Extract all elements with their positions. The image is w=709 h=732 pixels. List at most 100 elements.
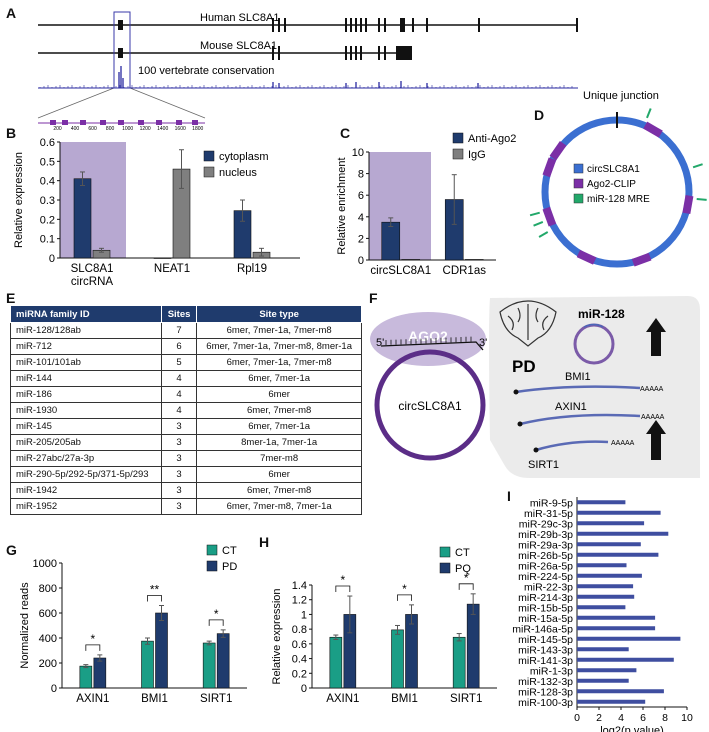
mouse-slc8a1-label: Mouse SLC8A1 xyxy=(200,40,277,52)
clip-segment xyxy=(62,120,68,125)
table-cell: 3 xyxy=(160,498,198,515)
zoom-line-right xyxy=(129,87,206,119)
table-row: miR-128/128ab 7 6mer, 7mer-1a, 7mer-m8 xyxy=(10,322,362,339)
ago2-clip-sites xyxy=(542,121,694,267)
conservation-label: 100 vertebrate conservation xyxy=(138,65,274,77)
table-row: miR-144 4 6mer, 7mer-1a xyxy=(10,370,362,387)
ago2-clip-site xyxy=(542,157,557,178)
mir128-mre-sites xyxy=(529,108,707,238)
table-header-row: miRNA family ID Sites Site type xyxy=(10,305,362,323)
mrna-axin1: AXIN1 AAAAA xyxy=(517,401,665,427)
clip-segment xyxy=(138,120,144,125)
panel-label-d: D xyxy=(534,107,545,123)
pd-label: PD xyxy=(512,357,536,376)
svg-text:BMI1: BMI1 xyxy=(565,371,591,383)
panel-label-e: E xyxy=(6,290,16,306)
ago2-clip-site xyxy=(631,252,652,267)
circslc8a1-label: circSLC8A1 xyxy=(398,399,462,413)
panel-d-legend: circSLC8A1 Ago2-CLIP miR-128 MRE xyxy=(571,160,659,208)
circslc8a1-circle xyxy=(374,349,486,461)
panel-label-i: I xyxy=(507,488,511,504)
ruler-tick-label: 1600 xyxy=(175,126,186,132)
legend-d-swatch xyxy=(573,163,584,174)
table-cell: 6mer, 7mer-m8, 7mer-1a xyxy=(196,498,362,515)
panel-label-b: B xyxy=(6,125,17,141)
mir128-label: miR-128 xyxy=(578,307,625,321)
mir128-mre-site xyxy=(529,211,540,217)
svg-text:AAAAA: AAAAA xyxy=(611,440,635,447)
ruler-tick-label: 1000 xyxy=(122,126,133,132)
table-row: miR-1930 4 6mer, 7mer-m8 xyxy=(10,402,362,419)
clip-segment xyxy=(156,120,162,125)
mir128-mre-site xyxy=(696,197,707,201)
panel-label-h: H xyxy=(259,534,270,550)
ruler-tick-label: 800 xyxy=(106,126,115,132)
ago2-label: AGO2 xyxy=(408,328,448,344)
mir128-mre-site xyxy=(692,163,703,169)
ruler-tick-label: 400 xyxy=(71,126,80,132)
legend-d-label: Ago2-CLIP xyxy=(587,179,636,190)
mirna-strand xyxy=(380,341,484,351)
table-header-cell: miRNA family ID xyxy=(10,305,162,323)
table-row: miR-1952 3 6mer, 7mer-m8, 7mer-1a xyxy=(10,498,362,515)
mir128-mre-site xyxy=(538,231,549,238)
panel-label-c: C xyxy=(340,125,351,141)
panel-a-gene-tracks: Human SLC8A1 Mouse SLC8A1 100 vertebrate… xyxy=(37,11,578,132)
clip-segment xyxy=(100,120,106,125)
ago2-blob xyxy=(370,312,486,366)
five-prime-label: 5' xyxy=(376,337,384,349)
table-header-cell: Site type xyxy=(196,305,362,323)
ruler-tick-label: 600 xyxy=(88,126,97,132)
ruler-tick-label: 1200 xyxy=(140,126,151,132)
ruler-tick-label: 1800 xyxy=(192,126,203,132)
legend-d-box xyxy=(571,160,659,208)
clip-segment xyxy=(176,120,182,125)
zoom-line-left xyxy=(37,87,115,119)
svg-text:AXIN1: AXIN1 xyxy=(555,401,587,413)
base-pair-ticks xyxy=(385,336,472,345)
panel-d-circle-diagram: Unique junction circSLC8A1 Ago2-CLIP miR-1… xyxy=(529,90,707,268)
table-row: miR-712 6 6mer, 7mer-1a, 7mer-m8, 8mer-1a xyxy=(10,338,362,355)
mir128-mre-site xyxy=(646,108,652,119)
ago2-clip-site xyxy=(576,249,597,265)
mrna-sirt1: SIRT1 AAAAA xyxy=(528,440,635,471)
up-arrow-icon-bottom xyxy=(646,420,666,460)
unique-junction-label: Unique junction xyxy=(583,90,659,102)
panel-label-f: F xyxy=(369,290,378,306)
mouse-exons xyxy=(118,46,412,60)
ruler-tick-label: 200 xyxy=(53,126,62,132)
clip-segment xyxy=(50,120,56,125)
ago2-clip-site xyxy=(549,141,567,161)
mir128-bound-arc xyxy=(583,323,604,328)
clip-segment xyxy=(80,120,86,125)
mirna-sites-table: miRNA family ID Sites Site type miR-128/12… xyxy=(10,305,362,515)
conservation-track xyxy=(38,66,578,89)
svg-text:SIRT1: SIRT1 xyxy=(528,459,559,471)
table-cell: 4 xyxy=(160,370,198,387)
ago2-clip-site xyxy=(682,194,694,215)
panel-label-a: A xyxy=(6,5,17,21)
panel-label-g: G xyxy=(6,542,17,558)
ruler-tick-label: 1400 xyxy=(157,126,168,132)
ago2-clip-site xyxy=(643,121,663,138)
human-exons xyxy=(118,18,578,32)
svg-text:AAAAA: AAAAA xyxy=(641,414,665,421)
legend-d-swatch xyxy=(573,193,584,204)
ago2-clip-site xyxy=(542,206,557,227)
mir128-mre-site xyxy=(533,221,544,227)
human-slc8a1-label: Human SLC8A1 xyxy=(200,12,280,24)
clip-ruler: 200 400 600 800 1000 1200 1400 1600 1800 xyxy=(50,120,204,132)
legend-d-swatch xyxy=(573,178,584,189)
mrna-bmi1: BMI1 AAAAA xyxy=(513,371,664,395)
legend-d-label: circSLC8A1 xyxy=(587,164,640,175)
three-prime-label: 3' xyxy=(479,337,487,349)
up-arrow-icon-top xyxy=(646,318,666,356)
svg-text:AAAAA: AAAAA xyxy=(640,386,664,393)
table-row: miR-145 3 6mer, 7mer-1a xyxy=(10,418,362,435)
clip-segment xyxy=(118,120,124,125)
legend-d-label: miR-128 MRE xyxy=(587,194,650,205)
table-row: miR-101/101ab 5 6mer, 7mer-1a, 7mer-m8 xyxy=(10,354,362,371)
brain-icon xyxy=(499,300,557,347)
clip-segment xyxy=(192,120,198,125)
